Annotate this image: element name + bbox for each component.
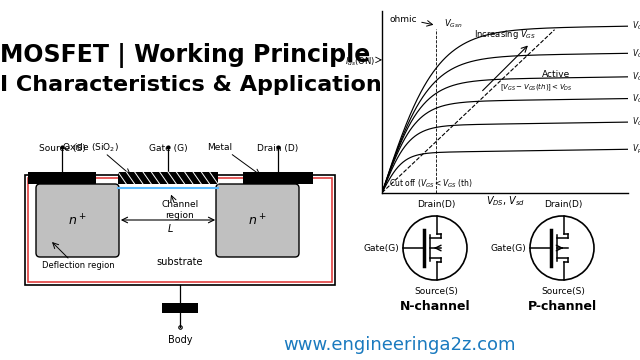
- Text: Source(S): Source(S): [415, 287, 458, 296]
- Text: $V_{Gs1}$: $V_{Gs1}$: [632, 116, 640, 129]
- Text: Active: Active: [542, 70, 570, 79]
- Text: Gate(G): Gate(G): [364, 243, 399, 252]
- Text: Drain(D): Drain(D): [545, 200, 583, 209]
- Text: $V_{Gs3}$: $V_{Gs3}$: [632, 71, 640, 83]
- Text: V-I Characteristics & Applications: V-I Characteristics & Applications: [0, 75, 395, 95]
- Bar: [118, 172, 218, 184]
- FancyBboxPatch shape: [36, 184, 119, 257]
- Text: $L$: $L$: [166, 222, 173, 234]
- Text: Deflection region: Deflection region: [42, 261, 115, 270]
- Text: $[V_{GS} - V_{GS}(th)]<V_{DS}$: $[V_{GS} - V_{GS}(th)]<V_{DS}$: [500, 81, 573, 93]
- Text: $n^+$: $n^+$: [68, 213, 87, 228]
- Bar: [28, 178, 332, 282]
- FancyBboxPatch shape: [216, 184, 299, 257]
- Text: P-channel: P-channel: [527, 300, 596, 313]
- Bar: [162, 303, 198, 313]
- Text: $I_{ds}$(ON): $I_{ds}$(ON): [344, 55, 374, 68]
- Text: Cut off ($V_{GS} < V_{GS}$ (th): Cut off ($V_{GS} < V_{GS}$ (th): [390, 177, 474, 190]
- Text: Increasing $V_{GS}$: Increasing $V_{GS}$: [474, 28, 536, 41]
- Text: Gate (G): Gate (G): [148, 144, 188, 153]
- Text: www.engineeringa2z.com: www.engineeringa2z.com: [284, 336, 516, 354]
- Text: Metal: Metal: [207, 144, 232, 153]
- Text: N-channel: N-channel: [400, 300, 470, 313]
- Text: Drain (D): Drain (D): [257, 144, 299, 153]
- Text: $n^+$: $n^+$: [248, 213, 267, 228]
- Text: Body: Body: [168, 335, 192, 345]
- Text: substrate: substrate: [157, 257, 204, 267]
- Text: $V_{p1}$: $V_{p1}$: [632, 143, 640, 156]
- Bar: [243, 172, 313, 184]
- Text: Source (S): Source (S): [38, 144, 85, 153]
- Text: $V_{Gsn}$: $V_{Gsn}$: [444, 17, 462, 30]
- X-axis label: $V_{DS}$, $V_{sd}$: $V_{DS}$, $V_{sd}$: [486, 194, 525, 208]
- Text: Channel
region: Channel region: [161, 200, 198, 220]
- Text: Oxide (SiO$_2$): Oxide (SiO$_2$): [61, 142, 118, 154]
- Bar: [28, 172, 96, 184]
- Text: Gate(G): Gate(G): [490, 243, 526, 252]
- Text: $V_{Gs2}$: $V_{Gs2}$: [632, 92, 640, 105]
- Bar: [25, 175, 335, 285]
- Text: $V_{Gs4}$: $V_{Gs4}$: [632, 47, 640, 59]
- Text: Drain(D): Drain(D): [417, 200, 456, 209]
- Text: ohmic: ohmic: [390, 15, 417, 24]
- Text: Source(S): Source(S): [541, 287, 586, 296]
- Text: MOSFET | Working Principle: MOSFET | Working Principle: [0, 42, 370, 68]
- Text: $V_{Gs5}$: $V_{Gs5}$: [632, 20, 640, 32]
